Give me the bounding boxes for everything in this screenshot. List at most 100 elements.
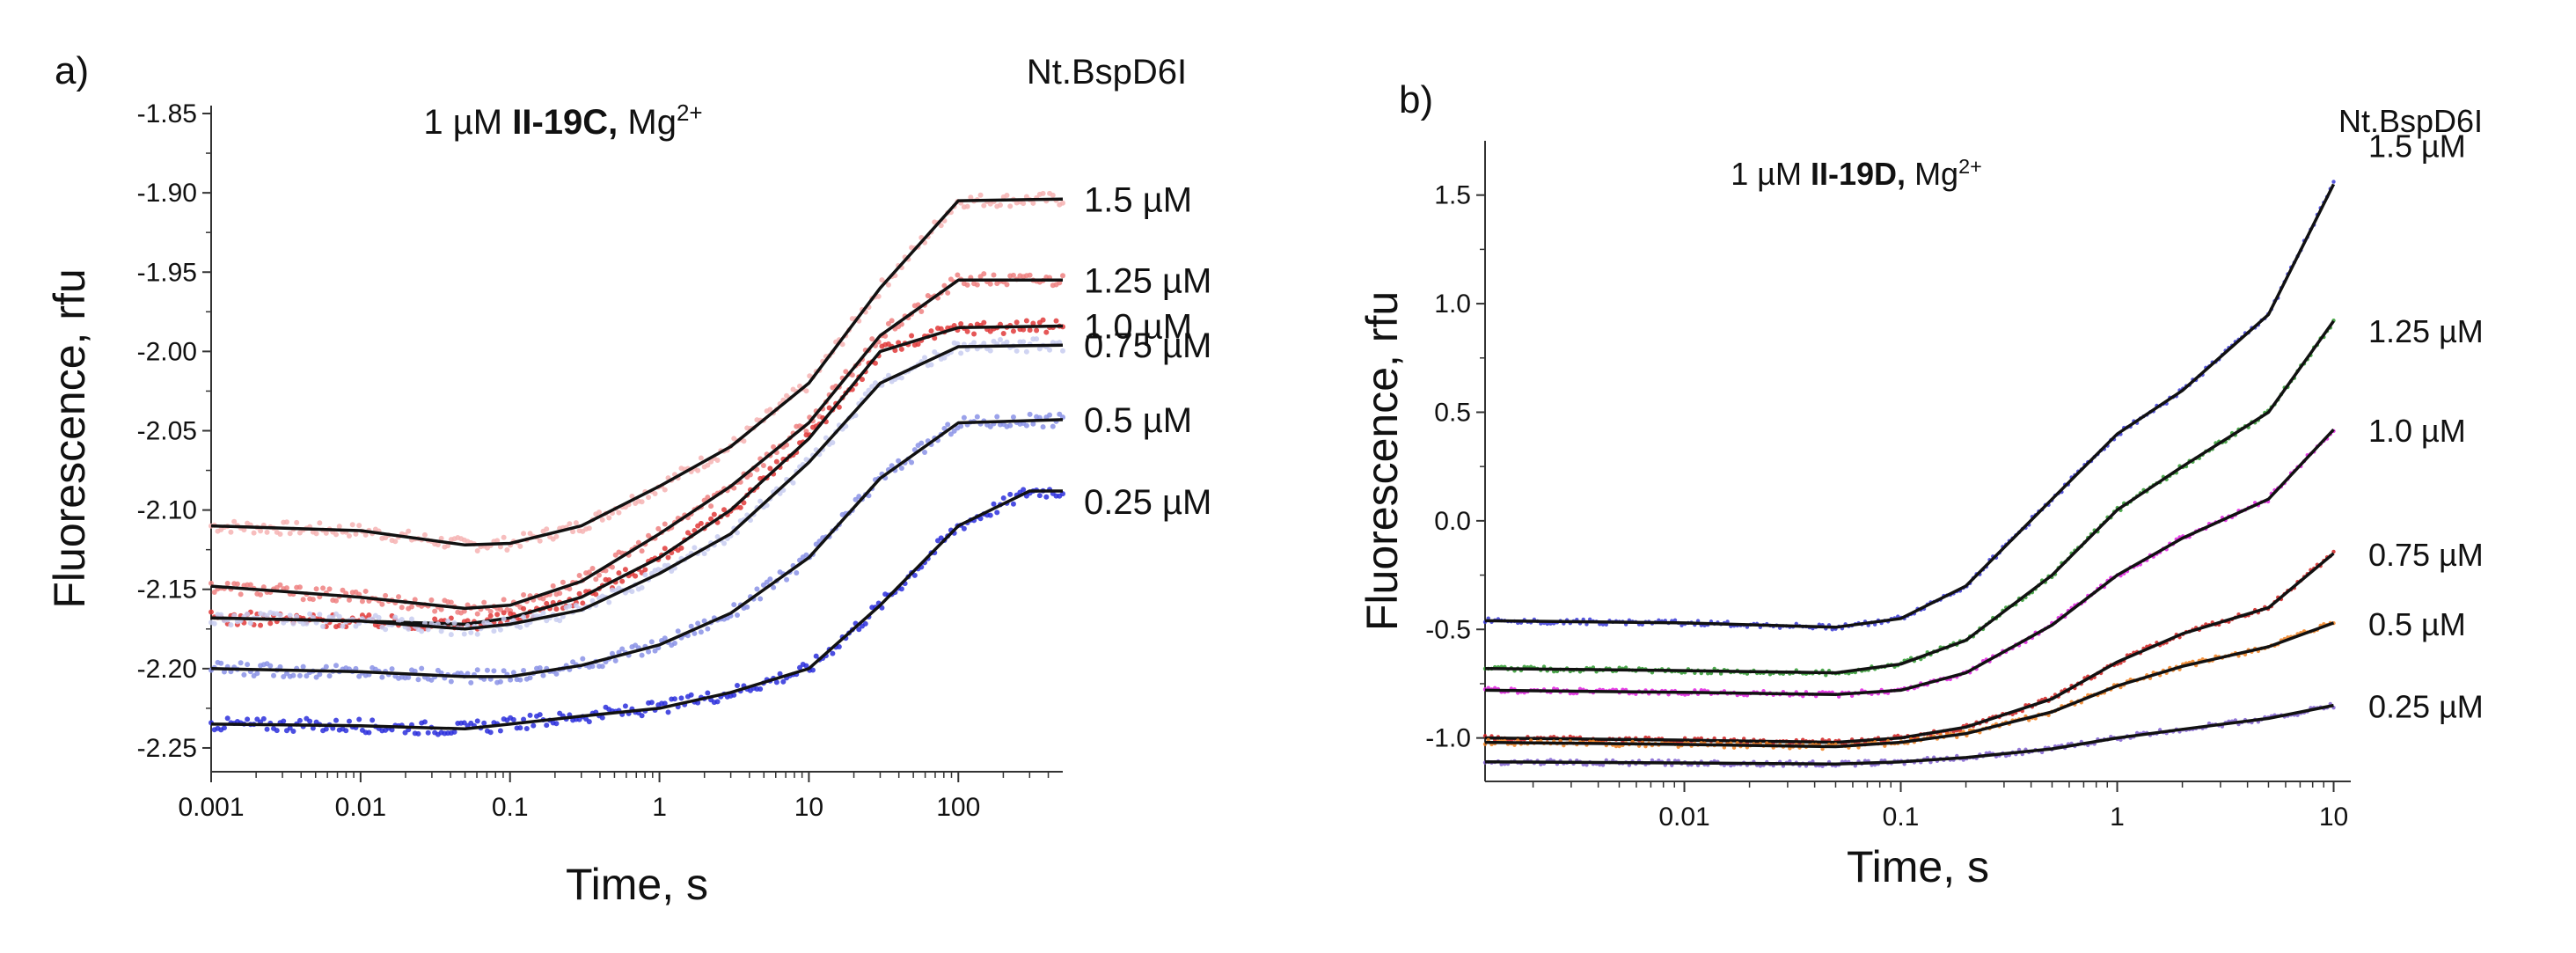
panel-a-title-bold: II-19C, — [512, 103, 618, 142]
panel-a-data-point — [648, 639, 655, 645]
panel-a-data-point — [264, 612, 270, 619]
panel-a-data-point — [639, 713, 645, 719]
panel-a-data-point — [1010, 501, 1016, 507]
panel-a-data-point — [875, 293, 882, 299]
panel-a-data-point — [941, 425, 948, 431]
panel-a-y-tick-label: -2.15 — [137, 575, 197, 605]
panel-a-data-point — [639, 652, 645, 658]
panel-a-data-point — [705, 495, 711, 501]
panel-a-data-point — [419, 628, 425, 634]
panel-a-data-point — [1023, 348, 1029, 355]
panel-a-data-point — [294, 613, 300, 619]
panel-a-data-point — [267, 620, 274, 627]
panel-a-data-point — [307, 611, 313, 617]
panel-a-data-point — [771, 584, 777, 590]
panel-a-data-point — [333, 717, 340, 723]
panel-a-data-point — [448, 599, 454, 605]
panel-b-fit-curve — [1484, 183, 2336, 629]
panel-a-data-point — [856, 627, 862, 633]
panel-a-data-point — [1040, 317, 1046, 323]
panel-a-data-point — [557, 618, 563, 624]
panel-a-data-point — [310, 597, 316, 603]
panel-b-series-data — [1482, 180, 2336, 632]
panel-a-data-point — [300, 597, 306, 603]
panel-a-data-point — [501, 616, 507, 622]
panel-a-data-point — [757, 596, 764, 602]
panel-a-data-point — [465, 602, 471, 608]
panel-a-data-point — [698, 629, 704, 635]
panel-a-data-point — [428, 597, 435, 603]
panel-a-data-point — [777, 671, 783, 677]
panel-a-data-point — [1021, 487, 1027, 493]
panel-a-data-point — [346, 597, 352, 603]
panel-a-data-point — [517, 725, 523, 731]
panel-a-data-point — [938, 326, 944, 332]
panel-b-x-tick-label: 0.1 — [1883, 803, 1920, 832]
panel-a-data-point — [438, 535, 444, 541]
panel-a-data-point — [892, 348, 898, 354]
panel-a-data-point — [326, 586, 333, 592]
panel-a-data-point — [370, 717, 376, 723]
panel-a-y-tick-label: -2.05 — [137, 416, 197, 445]
panel-a-data-point — [922, 355, 928, 361]
panel-a-data-point — [589, 597, 596, 604]
panel-b-y-axis-label: Fluorescence, rfu — [1358, 291, 1407, 631]
panel-a-data-point — [741, 500, 747, 506]
panel-a-data-point — [550, 583, 556, 589]
panel-a-data-point — [589, 663, 596, 670]
panel-a-data-point — [616, 509, 622, 516]
panel-a-data-point — [353, 531, 359, 537]
panel-a-data-point — [773, 679, 779, 685]
panel-a-data-point — [376, 614, 382, 620]
panel-a-data-point — [958, 321, 964, 327]
panel-a-data-point — [494, 538, 501, 544]
panel-a-data-point — [860, 377, 866, 383]
panel-a-data-point — [238, 660, 244, 666]
panel-a-data-point — [866, 387, 872, 393]
panel-a-data-point — [586, 719, 592, 725]
panel-a-data-point — [317, 520, 323, 526]
panel-a-data-point — [633, 573, 639, 579]
panel-a-data-point — [839, 341, 845, 348]
panel-a-data-point — [508, 677, 514, 683]
panel-a-data-point — [744, 604, 750, 610]
panel-a-title-prefix: 1 µM — [423, 103, 512, 142]
panel-a-data-point — [622, 567, 628, 573]
panel-a-series-label: 0.25 µM — [1084, 483, 1211, 522]
panel-a-data-point — [521, 667, 527, 673]
panel-a-data-point — [1036, 493, 1043, 499]
panel-a-data-point — [461, 631, 467, 637]
panel-a-data-point — [359, 598, 365, 605]
panel-b-series-label: 0.5 µM — [2368, 606, 2466, 642]
panel-b-title-suffix: Mg — [1906, 156, 1958, 192]
panel-a-data-point — [576, 573, 582, 579]
panel-b-y-tick-label: -0.5 — [1425, 615, 1471, 644]
panel-a-data-point — [211, 620, 217, 627]
panel-b-series-label: 0.75 µM — [2368, 537, 2484, 573]
panel-a-data-point — [474, 547, 480, 553]
panel-a-data-point — [211, 589, 217, 595]
panel-a-data-point — [655, 525, 662, 531]
panel-a-data-point — [408, 616, 414, 622]
panel-a-data-point — [333, 597, 340, 604]
panel-a-data-point — [425, 729, 431, 736]
panel-a-data-point — [836, 643, 842, 649]
panel-a-data-point — [501, 597, 507, 603]
panel-a-data-point — [317, 612, 323, 618]
panel-a-data-point — [336, 524, 342, 530]
panel-a-data-point — [981, 341, 987, 347]
panel-a-data-point — [527, 675, 533, 681]
panel-a-data-point — [573, 602, 579, 608]
panel-a-data-point — [501, 534, 507, 540]
panel-a-series-label: 1.0 µM — [1084, 308, 1192, 347]
panel-a-data-point — [964, 347, 970, 353]
panel-a-data-point — [813, 653, 819, 659]
panel-a-data-point — [1036, 346, 1043, 352]
panel-a-data-point — [958, 350, 964, 356]
panel-a-data-point — [523, 725, 530, 731]
panel-a-data-point — [553, 671, 560, 677]
panel-a-data-point — [1021, 339, 1027, 345]
panel-a-data-point — [889, 318, 895, 324]
panel-a-data-point — [281, 673, 287, 679]
panel-a-data-point — [428, 677, 435, 683]
